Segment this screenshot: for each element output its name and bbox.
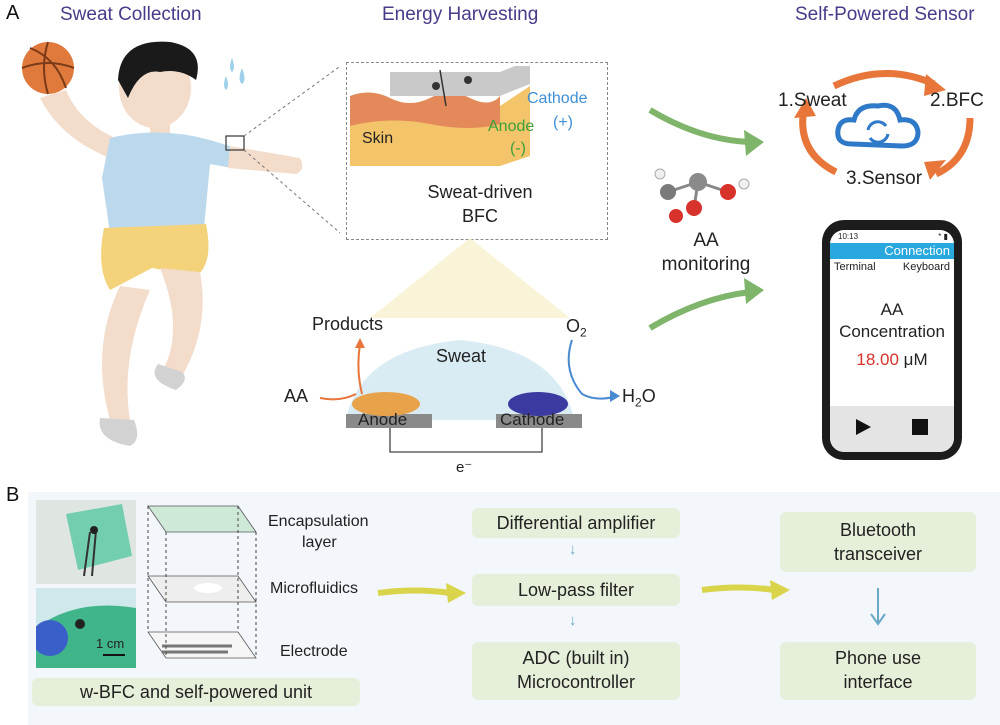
phone-aa-label-line1: AA: [880, 300, 904, 319]
cycle-step-sensor: 3.Sensor: [846, 168, 923, 189]
h2o-label: H2O: [622, 386, 656, 410]
layer-encapsulation-line1: Encapsulation: [268, 513, 369, 530]
inset-cathode-sign: (+): [553, 114, 573, 131]
inset-caption-line2: BFC: [462, 206, 498, 226]
light-beam: [370, 238, 570, 318]
phone-interface-line2: interface: [843, 672, 913, 692]
green-arrows: [648, 107, 764, 331]
athlete-illustration: [21, 41, 340, 446]
inset-anode-sign: (-): [510, 140, 526, 157]
aa-reactant-label: AA: [284, 386, 309, 406]
inset-skin-label: Skin: [362, 130, 394, 147]
chain-arrow-2: ↓: [569, 612, 577, 629]
differential-amplifier-box: Differential amplifier: [472, 508, 680, 538]
bluetooth-box: Bluetooth transceiver: [780, 512, 976, 572]
inset-caption-line1: Sweat-driven: [427, 182, 533, 202]
layer-encapsulation-line2: layer: [302, 534, 337, 551]
scale-bar: [103, 654, 125, 656]
reaction-scheme: [319, 338, 620, 453]
bluetooth-line2: transceiver: [833, 544, 923, 564]
scale-bar-label: 1 cm: [96, 636, 125, 651]
phone-status-icons: * ▮: [938, 232, 948, 241]
unit-label-box: w-BFC and self-powered unit: [32, 678, 360, 706]
title-energy-harvesting: Energy Harvesting: [382, 4, 539, 25]
low-pass-filter-box: Low-pass filter: [472, 574, 680, 606]
phone-concentration-unit: μM: [903, 350, 928, 369]
adc-line1: ADC (built in): [522, 648, 630, 668]
cloud-sync-icon: [835, 102, 921, 149]
phone-concentration-readout: 18.00 μM: [830, 350, 954, 370]
low-pass-filter-text: Low-pass filter: [517, 580, 635, 600]
products-label: Products: [312, 314, 384, 334]
inset-anode-label: Anode: [488, 118, 535, 135]
adc-microcontroller-box: ADC (built in) Microcontroller: [472, 642, 680, 700]
ascorbic-acid-molecule-icon: [654, 168, 750, 223]
phone-screen: 10:13 * ▮ Connection Terminal Keyboard A…: [830, 230, 954, 452]
h2o-o: O: [641, 386, 656, 406]
aa-monitoring-line2: monitoring: [661, 254, 751, 275]
phone-control-bar: [830, 406, 954, 452]
device-photo-bottom: [36, 588, 136, 668]
panel-b-letter: B: [6, 484, 20, 506]
panel-a-letter: A: [6, 2, 20, 24]
o2-symbol: O: [566, 316, 581, 336]
unit-label-text: w-BFC and self-powered unit: [79, 682, 313, 702]
stop-icon[interactable]: [912, 419, 928, 435]
phone-tab-keyboard[interactable]: Keyboard: [902, 261, 950, 273]
bfc-inset-box: [346, 62, 608, 240]
chain-arrow-1: ↓: [569, 541, 577, 558]
phone-interface-box: Phone use interface: [780, 642, 976, 700]
phone-connection-button[interactable]: Connection: [884, 243, 950, 258]
layer-electrode: Electrode: [280, 643, 348, 660]
o2-label: O2: [566, 316, 587, 340]
cycle-diagram: [794, 70, 974, 180]
output-arrow: [870, 588, 886, 626]
bluetooth-line1: Bluetooth: [839, 520, 917, 540]
layer-microfluidics: Microfluidics: [270, 580, 359, 597]
sweat-label: Sweat: [436, 346, 487, 366]
exploded-layers-diagram: [147, 505, 257, 659]
h2o-h: H: [622, 386, 635, 406]
device-photo-top: [36, 500, 136, 584]
anode-electrode-label: Anode: [358, 410, 408, 429]
play-icon[interactable]: [854, 418, 872, 436]
adc-line2: Microcontroller: [516, 672, 636, 692]
title-self-powered-sensor: Self-Powered Sensor: [795, 4, 975, 25]
aa-monitoring-line1: AA: [693, 230, 719, 251]
phone-status-time: 10:13: [838, 232, 859, 241]
o2-subscript: 2: [580, 325, 587, 340]
sweat-drops-icon: [224, 58, 245, 90]
cathode-electrode-label: Cathode: [500, 410, 565, 429]
differential-amplifier-text: Differential amplifier: [496, 513, 656, 533]
phone-interface-line1: Phone use: [834, 648, 922, 668]
cycle-step-sweat: 1.Sweat: [778, 90, 847, 111]
phone-header-bar: [830, 243, 954, 259]
basketball-icon: [21, 41, 75, 95]
phone-aa-label-line2: Concentration: [839, 322, 945, 341]
electron-label: e⁻: [456, 459, 473, 476]
phone-tab-terminal[interactable]: Terminal: [834, 261, 876, 273]
title-sweat-collection: Sweat Collection: [60, 4, 202, 25]
inset-cathode-label: Cathode: [527, 90, 588, 107]
cycle-step-bfc: 2.BFC: [930, 90, 984, 111]
h2o-subscript: 2: [635, 395, 642, 410]
skin-layers-illustration: [350, 66, 530, 166]
yellow-arrow-2: [701, 580, 790, 600]
phone-concentration-value: 18.00: [856, 350, 899, 369]
yellow-arrow-1: [377, 583, 466, 603]
